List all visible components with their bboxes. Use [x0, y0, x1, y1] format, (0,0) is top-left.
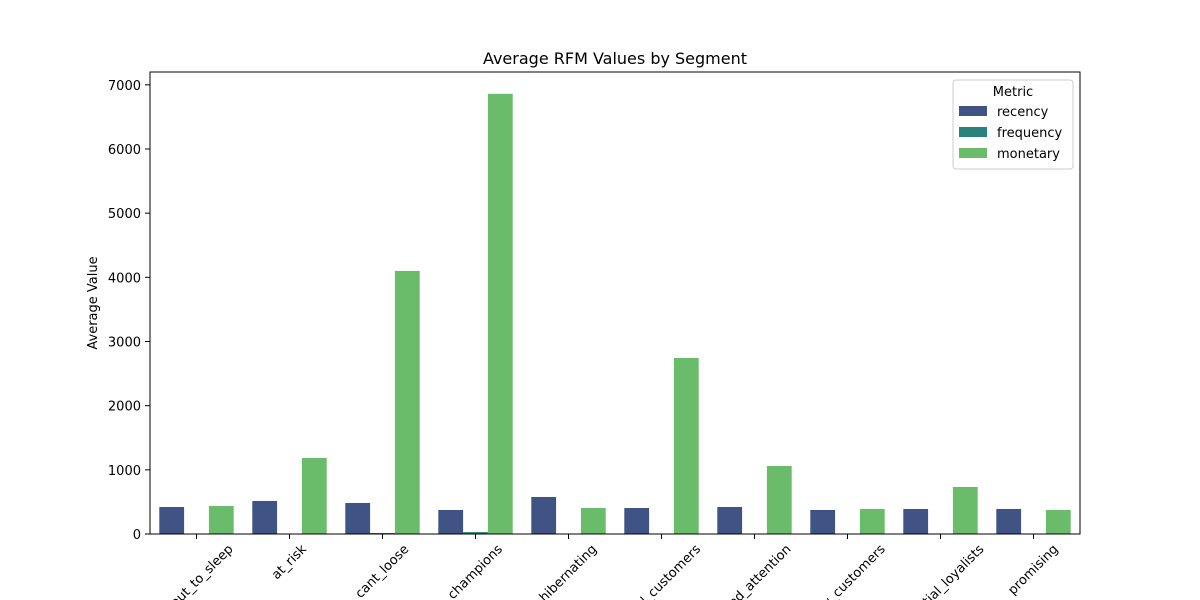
bar: [766, 465, 792, 534]
y-tick-label: 1000: [108, 464, 141, 479]
bar: [252, 500, 278, 534]
bar: [810, 510, 836, 534]
y-axis-label: Average Value: [86, 256, 101, 349]
y-tick-label: 2000: [108, 400, 141, 415]
bar: [345, 503, 371, 534]
bar: [903, 508, 929, 534]
bar: [580, 508, 606, 534]
legend-label: recency: [997, 105, 1049, 120]
legend-swatch: [959, 127, 987, 137]
x-tick-label: at_risk: [269, 542, 310, 583]
y-tick-label: 3000: [108, 336, 141, 351]
y-tick-label: 7000: [108, 79, 141, 94]
legend-title: Metric: [993, 85, 1033, 100]
y-tick-label: 5000: [108, 207, 141, 222]
bar: [673, 357, 699, 534]
bar: [301, 457, 327, 534]
x-tick-label: new_customers: [806, 542, 888, 600]
x-tick-label: hibernating: [537, 542, 600, 600]
bar: [996, 508, 1022, 534]
legend-label: frequency: [997, 126, 1063, 141]
legend-label: monetary: [997, 147, 1060, 162]
y-tick-label: 6000: [108, 143, 141, 158]
bar: [952, 486, 978, 534]
x-tick-label: potential_loyalists: [894, 542, 988, 600]
chart-title: Average RFM Values by Segment: [483, 49, 747, 68]
bar: [463, 532, 488, 534]
x-tick-label: cant_loose: [353, 542, 413, 600]
bar: [717, 506, 743, 534]
bar: [159, 506, 185, 534]
x-tick-label: champions: [445, 542, 506, 600]
bar: [394, 270, 420, 534]
bar: [531, 496, 557, 534]
legend: Metric recency frequency monetary: [952, 79, 1074, 170]
x-tick-label: promising: [1005, 542, 1061, 598]
legend-swatch: [959, 106, 987, 116]
legend-swatch: [959, 148, 987, 158]
y-tick-label: 4000: [108, 271, 141, 286]
plot-frame: [149, 71, 1081, 535]
bar: [438, 510, 464, 534]
bar: [859, 508, 885, 534]
y-tick-label: 0: [133, 528, 141, 543]
x-tick-label: need_attention: [714, 542, 794, 600]
bar: [624, 508, 650, 534]
bar: [487, 93, 513, 535]
x-tick-label: loyal_customers: [619, 542, 704, 600]
legend-box: [952, 79, 1074, 170]
bar: [208, 505, 234, 534]
bar: [1045, 510, 1071, 534]
x-tick-label: about_to_sleep: [156, 542, 236, 600]
